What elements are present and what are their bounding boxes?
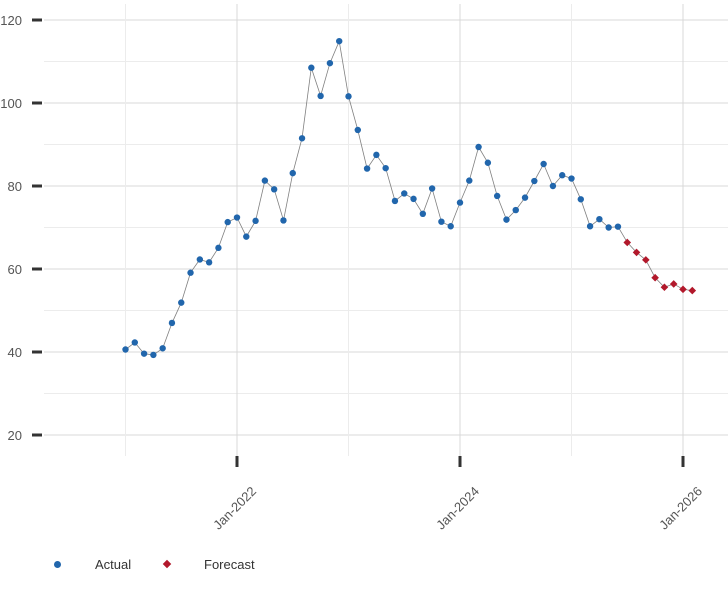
actual-point	[252, 217, 259, 225]
actual-point	[196, 256, 204, 263]
actual-point	[363, 165, 371, 172]
legend-swatch-actual	[54, 560, 61, 568]
actual-point	[466, 177, 473, 184]
actual-point	[261, 177, 269, 184]
actual-point	[345, 93, 352, 100]
actual-point	[605, 224, 612, 231]
actual-point	[326, 59, 334, 67]
actual-point	[559, 172, 566, 179]
forecast-point	[623, 238, 632, 247]
forecast-point	[642, 256, 650, 264]
y-tick-label: 80	[8, 179, 22, 194]
y-tick-label: 20	[8, 428, 22, 443]
legend-item-actual: Actual	[54, 552, 131, 576]
actual-point	[336, 37, 343, 45]
actual-point	[131, 339, 138, 346]
forecast-point	[632, 248, 641, 257]
x-tick-label: Jan-2024	[433, 484, 482, 533]
actual-point	[549, 182, 557, 190]
actual-point	[308, 64, 315, 71]
actual-point	[410, 195, 417, 203]
y-tick-label: 40	[8, 345, 22, 360]
y-tick-label: 100	[0, 96, 22, 111]
actual-point	[140, 350, 148, 357]
x-tick-label: Jan-2022	[210, 484, 259, 533]
chart-legend: Actual Forecast	[0, 552, 728, 576]
y-tick-label: 120	[0, 13, 22, 28]
actual-point	[168, 319, 176, 327]
actual-point	[391, 197, 399, 205]
forecast-point	[651, 273, 659, 282]
actual-point	[243, 233, 250, 240]
actual-point	[531, 177, 538, 185]
actual-point	[401, 190, 408, 197]
actual-point	[233, 214, 241, 221]
actual-point	[159, 345, 166, 352]
actual-point	[586, 223, 594, 230]
actual-point	[224, 218, 231, 226]
actual-point	[298, 135, 306, 142]
actual-point	[317, 92, 324, 100]
actual-point	[512, 206, 519, 214]
series-connector-line	[125, 39, 693, 356]
actual-point	[354, 126, 361, 134]
actual-point	[280, 217, 287, 224]
actual-point	[503, 216, 510, 223]
x-tick-label: Jan-2026	[656, 484, 705, 533]
actual-point	[150, 351, 157, 359]
actual-point	[521, 194, 529, 201]
actual-point	[484, 159, 492, 166]
legend-item-forecast: Forecast	[162, 552, 255, 576]
legend-label-forecast: Forecast	[204, 556, 255, 572]
actual-point	[428, 185, 436, 192]
actual-point	[456, 199, 464, 206]
actual-point	[215, 244, 222, 252]
forecast-point	[669, 280, 678, 288]
actual-point	[577, 196, 584, 203]
actual-point	[122, 346, 129, 353]
forecast-point	[660, 283, 669, 292]
legend-swatch-forecast	[162, 559, 172, 569]
actual-point	[438, 218, 445, 225]
actual-point	[205, 259, 213, 266]
forecast-point	[688, 286, 697, 295]
actual-point	[540, 160, 547, 168]
actual-point	[493, 192, 501, 200]
actual-point	[568, 175, 575, 182]
actual-point	[187, 269, 194, 276]
forecast-point	[679, 285, 687, 294]
legend-label-actual: Actual	[95, 556, 132, 572]
actual-point	[447, 223, 454, 230]
actual-point	[373, 151, 380, 159]
actual-point	[475, 143, 482, 151]
actual-point	[178, 299, 185, 306]
actual-point	[270, 186, 278, 193]
actual-point	[614, 223, 622, 230]
y-tick-label: 60	[8, 262, 22, 277]
actual-point	[596, 216, 603, 223]
actual-point	[289, 169, 296, 177]
actual-point	[419, 210, 427, 218]
actual-point	[382, 164, 389, 172]
